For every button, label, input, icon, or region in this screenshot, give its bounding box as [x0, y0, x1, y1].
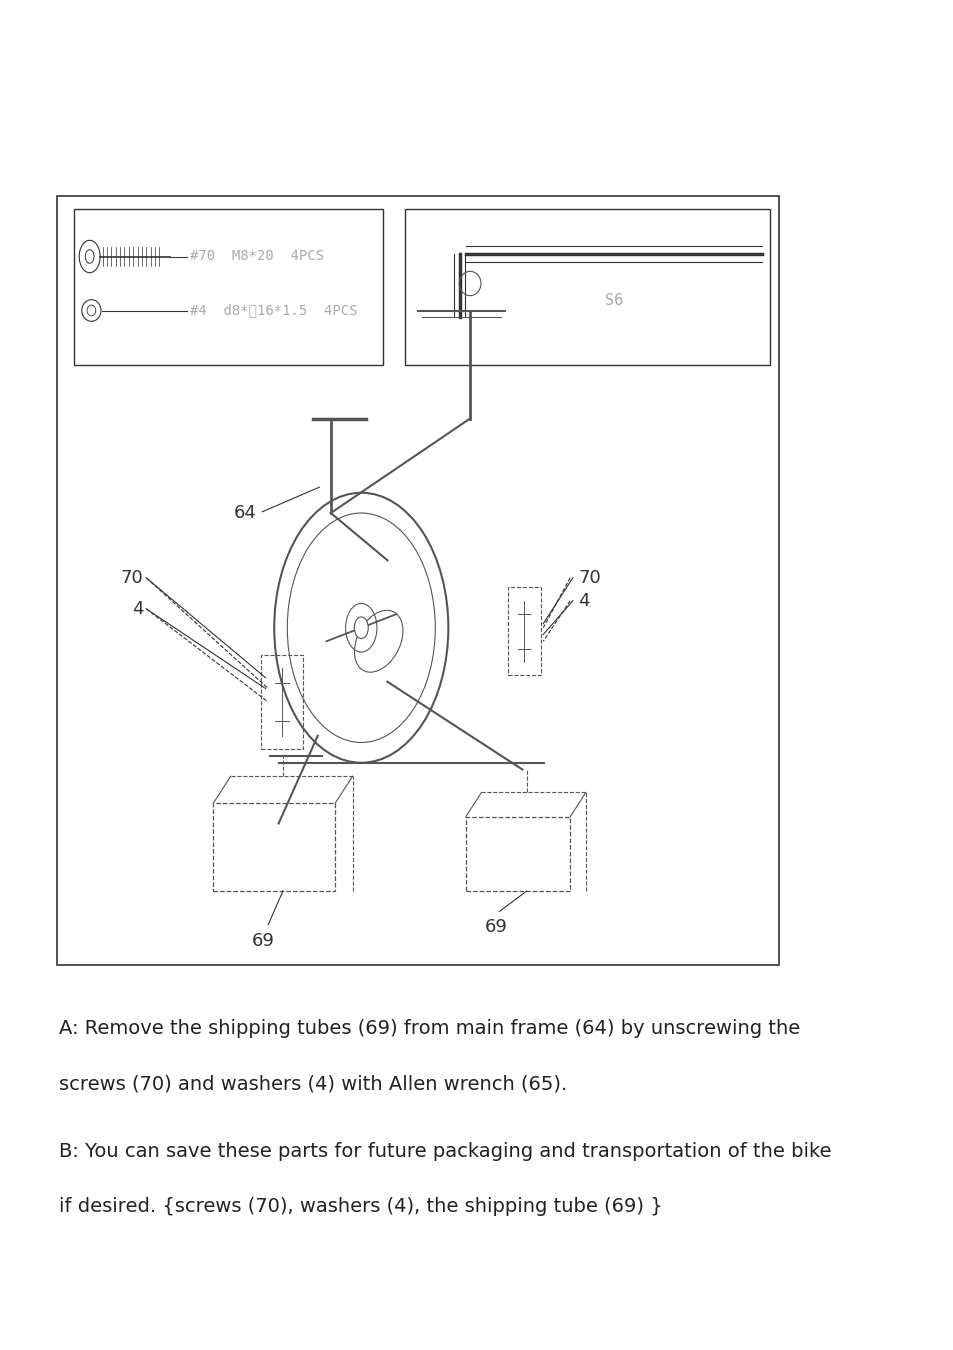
Text: S6: S6: [604, 293, 622, 308]
Text: 70: 70: [121, 568, 144, 587]
Bar: [261, 655, 303, 749]
Text: screws (70) and washers (4) with Allen wrench (65).: screws (70) and washers (4) with Allen w…: [59, 1075, 567, 1094]
Text: if desired. {screws (70), washers (4), the shipping tube (69) }: if desired. {screws (70), washers (4), t…: [59, 1197, 662, 1216]
Text: #70  M8*20  4PCS: #70 M8*20 4PCS: [190, 250, 323, 263]
Bar: [404, 209, 770, 364]
Text: 64: 64: [233, 504, 256, 522]
Text: 69: 69: [484, 918, 507, 936]
Bar: [213, 803, 335, 891]
Bar: [74, 209, 383, 364]
Text: 70: 70: [578, 568, 600, 587]
Text: 69: 69: [252, 931, 274, 949]
Bar: [507, 587, 540, 675]
Text: 4: 4: [578, 591, 589, 610]
Text: A: Remove the shipping tubes (69) from main frame (64) by unscrewing the: A: Remove the shipping tubes (69) from m…: [59, 1019, 800, 1038]
Circle shape: [354, 617, 368, 639]
Text: B: You can save these parts for future packaging and transportation of the bike: B: You can save these parts for future p…: [59, 1142, 831, 1161]
Bar: [465, 817, 570, 891]
Bar: [56, 196, 779, 965]
Text: #4  d8*∖16*1.5  4PCS: #4 d8*∖16*1.5 4PCS: [190, 304, 357, 317]
Text: 4: 4: [132, 599, 144, 618]
